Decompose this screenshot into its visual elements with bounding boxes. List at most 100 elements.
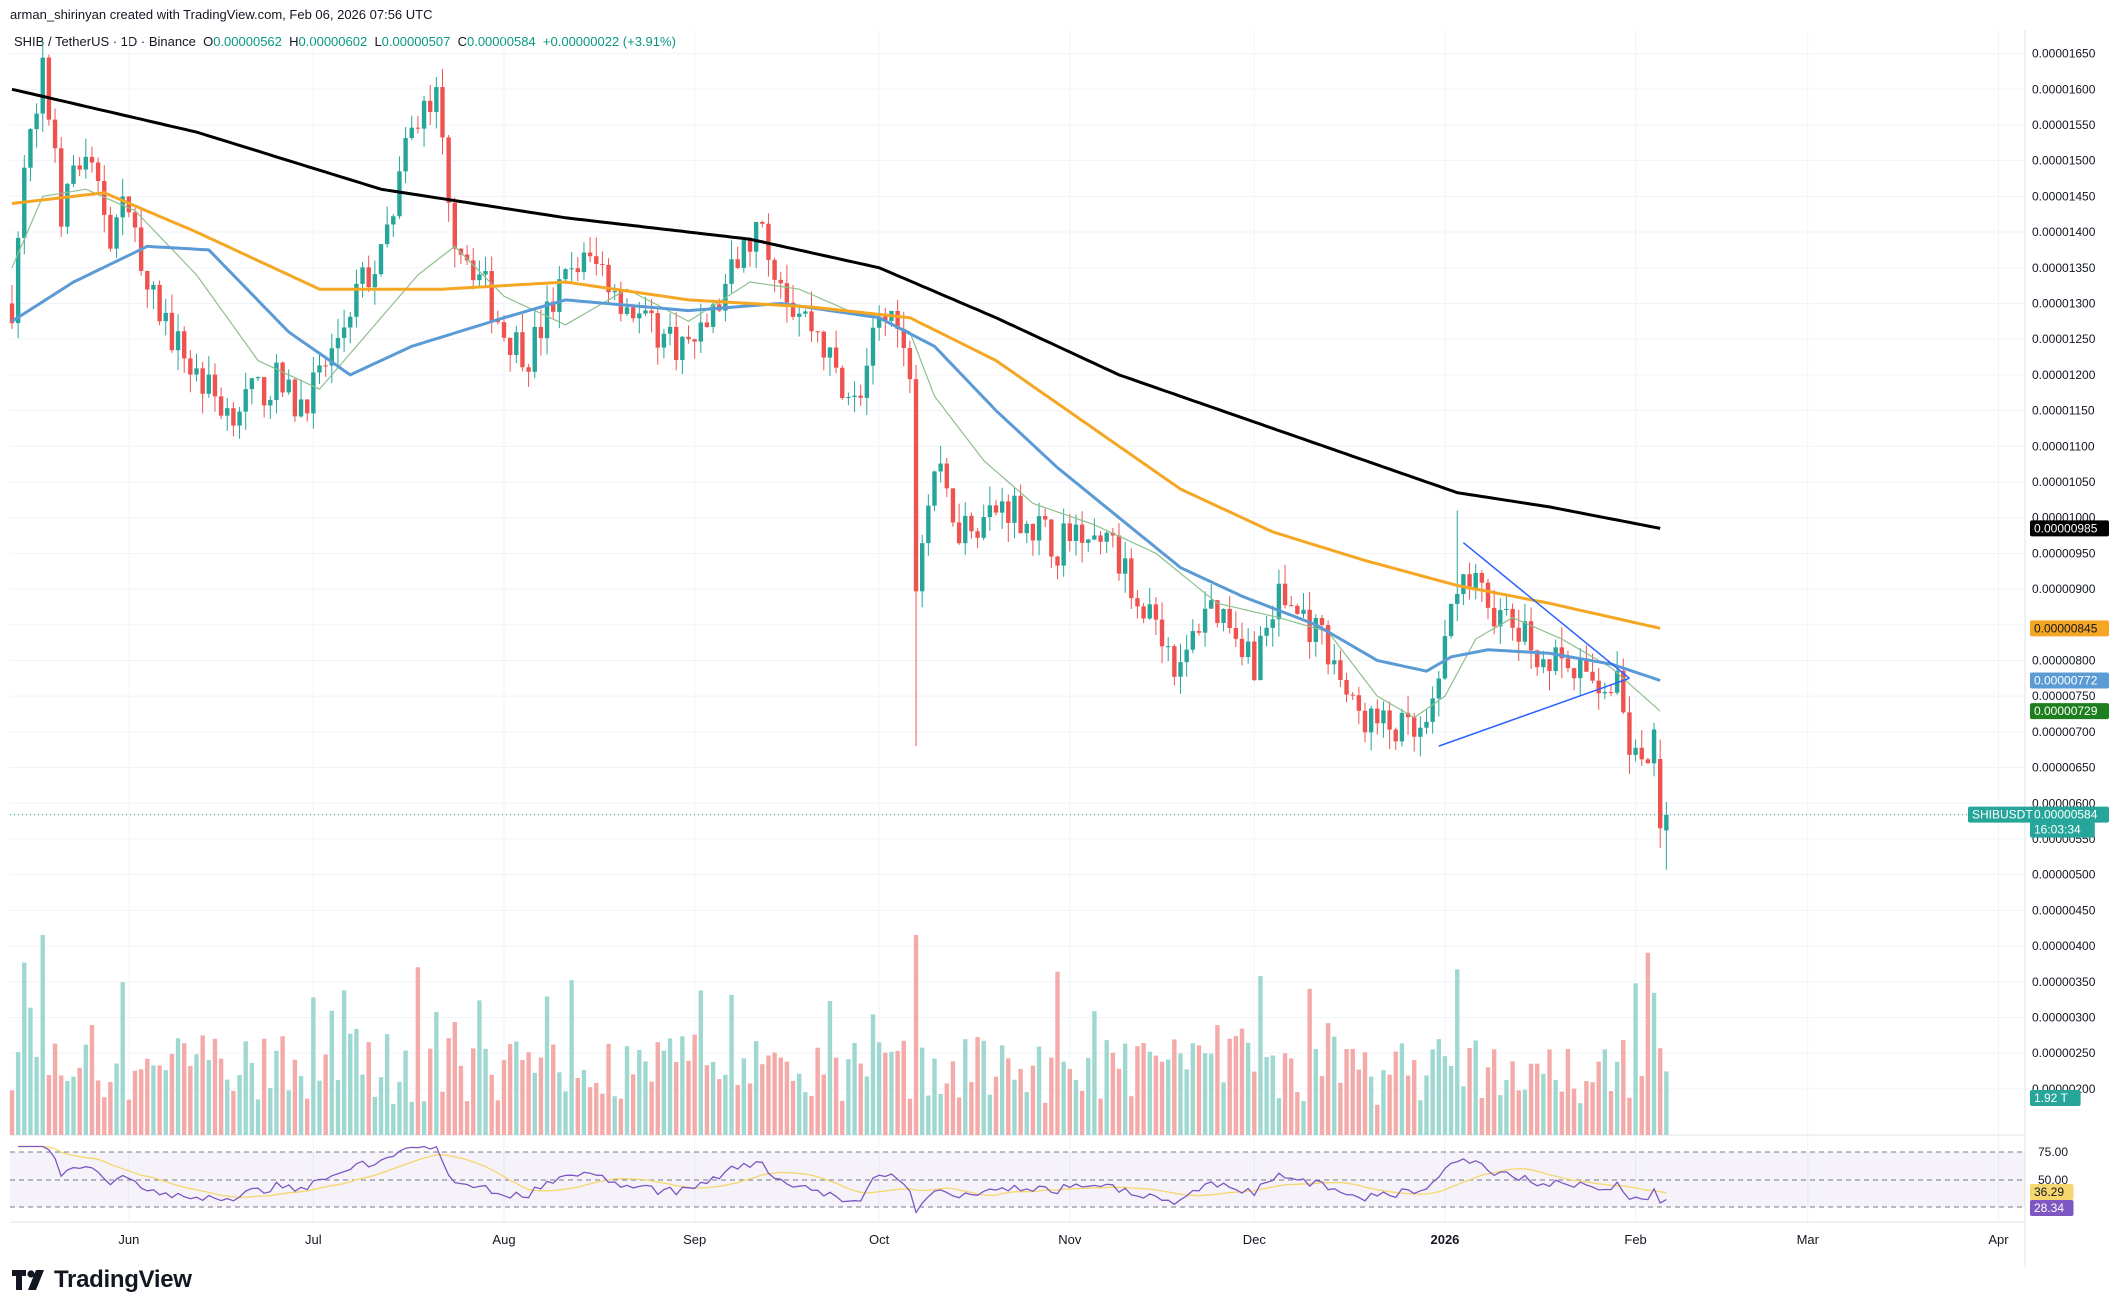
volume-bar bbox=[1399, 1043, 1405, 1135]
volume-bar bbox=[999, 1045, 1005, 1135]
volume-bar bbox=[206, 1059, 211, 1135]
volume-bar bbox=[1651, 992, 1657, 1135]
candle-body bbox=[145, 270, 150, 290]
volume-bar bbox=[1135, 1046, 1140, 1135]
candle-body bbox=[298, 399, 304, 417]
candle-body bbox=[132, 212, 138, 228]
volume-bar bbox=[1375, 1104, 1380, 1135]
candle-body bbox=[1313, 618, 1318, 643]
volume-bar bbox=[1535, 1063, 1540, 1135]
price-tick-label: 0.00001200 bbox=[2032, 368, 2096, 382]
price-tick-label: 0.00000350 bbox=[2032, 975, 2096, 989]
price-tick-label: 0.00000250 bbox=[2032, 1046, 2096, 1060]
volume-bar bbox=[311, 997, 316, 1135]
volume-bar bbox=[59, 1075, 64, 1135]
candle-body bbox=[1209, 600, 1214, 609]
candle-body bbox=[354, 283, 359, 317]
price-tick-label: 0.00000700 bbox=[2032, 725, 2096, 739]
candle-body bbox=[1141, 606, 1146, 619]
volume-bar bbox=[1055, 971, 1060, 1135]
candle-body bbox=[630, 307, 636, 319]
volume-bar bbox=[151, 1065, 156, 1135]
tradingview-logo[interactable]: TradingView bbox=[12, 1266, 192, 1294]
candle-body bbox=[1233, 628, 1239, 639]
candle-body bbox=[317, 365, 322, 373]
ohlc-low-value: 0.00000507 bbox=[381, 34, 451, 49]
volume-bar bbox=[667, 1038, 673, 1135]
candle-body bbox=[1116, 535, 1122, 574]
volume-bar bbox=[1455, 969, 1460, 1135]
candle-body bbox=[1104, 532, 1109, 542]
triangle-upper-line bbox=[1462, 542, 1630, 679]
volume-bar bbox=[434, 1012, 439, 1135]
candle-body bbox=[1270, 619, 1275, 628]
volume-bar bbox=[1381, 1070, 1386, 1135]
volume-bar bbox=[212, 1038, 218, 1135]
price-axis[interactable]: 0.000002000.000002500.000003000.00000350… bbox=[2032, 47, 2096, 1187]
volume-bar bbox=[987, 1094, 993, 1135]
moving-averages bbox=[11, 87, 1661, 719]
ohlc-high-value: 0.00000602 bbox=[298, 34, 368, 49]
price-tick-label: 0.00000900 bbox=[2032, 582, 2096, 596]
volume-bar bbox=[1184, 1069, 1189, 1135]
volume-bar bbox=[1338, 1082, 1343, 1135]
candle-body bbox=[415, 127, 421, 129]
volume-bar bbox=[114, 1063, 119, 1135]
volume-bar bbox=[950, 1061, 956, 1135]
candle-body bbox=[1614, 670, 1620, 693]
candle-body bbox=[163, 312, 168, 322]
volume-bar bbox=[1227, 1038, 1232, 1135]
price-tick-label: 0.00000650 bbox=[2032, 761, 2096, 775]
candle-body bbox=[421, 100, 427, 129]
volume-bar bbox=[778, 1057, 783, 1135]
candle-body bbox=[963, 515, 968, 544]
volume-bar bbox=[1498, 1095, 1503, 1135]
candle-body bbox=[71, 165, 76, 184]
candle-body bbox=[249, 378, 255, 390]
volume-bar bbox=[704, 1065, 710, 1135]
ohlc-high-label: H bbox=[289, 34, 299, 49]
symbol-legend[interactable]: SHIB / TetherUS · 1D · Binance O0.000005… bbox=[14, 34, 676, 49]
volume-bar bbox=[1393, 1051, 1398, 1135]
candlesticks[interactable] bbox=[9, 39, 1669, 870]
candle-body bbox=[587, 252, 593, 257]
volume-bar bbox=[1565, 1049, 1571, 1135]
candle-body bbox=[292, 379, 298, 417]
volume-bar bbox=[1442, 1056, 1448, 1135]
time-axis[interactable]: Jun Jul Aug Sep Oct Nov Dec 2026 Feb Mar Apr bbox=[118, 1232, 2009, 1247]
volume-bar bbox=[1289, 1058, 1294, 1135]
candle-body bbox=[692, 339, 697, 342]
volume-bar bbox=[83, 1044, 88, 1135]
volume-bar bbox=[1584, 1081, 1589, 1135]
candle-body bbox=[1399, 712, 1405, 742]
volume-bar bbox=[1596, 1061, 1601, 1135]
candle-body bbox=[753, 222, 759, 252]
volume-bar bbox=[538, 1057, 544, 1135]
volume-bar bbox=[932, 1058, 937, 1135]
candle-body bbox=[1018, 495, 1023, 534]
volume-bar bbox=[89, 1025, 95, 1135]
volume-bar bbox=[421, 1101, 427, 1135]
candle-body bbox=[341, 327, 347, 338]
volume-bar bbox=[1319, 1076, 1325, 1135]
rsi-pane bbox=[10, 1145, 2025, 1215]
candle-body bbox=[1608, 692, 1614, 694]
candle-body bbox=[231, 408, 236, 426]
candle-body bbox=[772, 259, 777, 280]
candle-body bbox=[1590, 671, 1595, 681]
volume-bar bbox=[1036, 1046, 1042, 1135]
candle-body bbox=[1467, 574, 1472, 590]
candle-body bbox=[305, 399, 310, 414]
symbol-description[interactable]: SHIB / TetherUS · 1D · Binance bbox=[14, 34, 196, 49]
rsi-ma-line bbox=[18, 1145, 1667, 1198]
candle-body bbox=[821, 331, 826, 358]
volume-bar bbox=[384, 1034, 390, 1135]
candle-body bbox=[1412, 717, 1417, 737]
time-tick-label: Nov bbox=[1058, 1232, 1082, 1247]
volume-bar bbox=[397, 1081, 402, 1135]
candle-body bbox=[1528, 621, 1534, 651]
volume-bar bbox=[65, 1080, 70, 1135]
volume-bar bbox=[956, 1097, 962, 1135]
volume-bar bbox=[1122, 1043, 1128, 1135]
